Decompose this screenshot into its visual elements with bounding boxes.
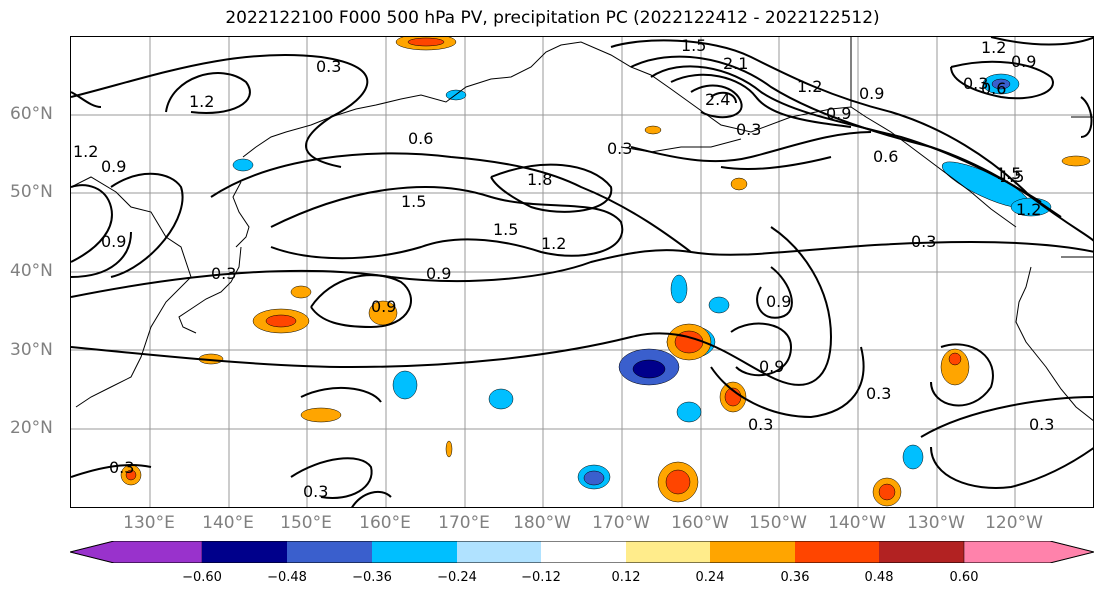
contour-label: 0.9 — [371, 297, 396, 316]
colorbar-segment — [457, 541, 541, 563]
map-canvas: 0.3 1.2 0.6 0.3 1.5 2.1 2.4 1.2 0.9 0.3 … — [71, 37, 1093, 507]
map-title: 2022122100 F000 500 hPa PV, precipitatio… — [225, 8, 880, 28]
contour-label: 1.5 — [493, 220, 518, 239]
contour-label: 0.6 — [981, 79, 1006, 98]
contour-label: 1.2 — [1016, 200, 1041, 219]
contour-label: 1.2 — [981, 38, 1006, 57]
lon-label-160e: 160°E — [359, 513, 411, 533]
lat-label-50n: 50°N — [10, 182, 53, 202]
colorbar-segment — [963, 541, 1094, 563]
lat-label-40n: 40°N — [10, 261, 53, 281]
contour-label: 1.8 — [527, 170, 552, 189]
contour-label: 1.2 — [541, 234, 566, 253]
contour-label: 0.3 — [109, 458, 134, 477]
contour-label: 0.3 — [736, 120, 761, 139]
pv-contours — [71, 37, 1093, 507]
contour-label: 0.9 — [426, 264, 451, 283]
colorbar-tick: −0.48 — [267, 570, 307, 585]
colorbar-tick: −0.24 — [437, 570, 477, 585]
lon-label-140e: 140°E — [202, 513, 254, 533]
colorbar-tick: 0.12 — [611, 570, 641, 585]
colorbar — [70, 541, 1094, 563]
lon-label-120w: 120°W — [985, 513, 1043, 533]
contour-label: 0.6 — [408, 129, 433, 148]
contour-label: 1.2 — [797, 77, 822, 96]
contour-label: 1.5 — [401, 192, 426, 211]
lat-label-60n: 60°N — [10, 104, 53, 124]
contour-label: 1.2 — [73, 142, 98, 161]
contour-label: 0.9 — [1011, 52, 1036, 71]
contour-label: 0.3 — [911, 232, 936, 251]
lat-label-20n: 20°N — [10, 418, 53, 438]
contour-label: 0.3 — [211, 264, 236, 283]
lon-label-170w: 170°W — [592, 513, 650, 533]
lon-label-160w: 160°W — [671, 513, 729, 533]
contour-label: 2.1 — [723, 54, 748, 73]
contour-label: 1.5 — [996, 164, 1021, 183]
lon-label-170e: 170°E — [438, 513, 490, 533]
colorbar-segment — [626, 541, 710, 563]
lon-label-130w: 130°W — [907, 513, 965, 533]
contour-label: 1.5 — [999, 167, 1024, 186]
contour-label: 0.9 — [859, 84, 884, 103]
lon-label-150e: 150°E — [280, 513, 332, 533]
colorbar-segment — [879, 541, 964, 563]
contour-label: 0.9 — [101, 157, 126, 176]
contour-label: 0.9 — [101, 232, 126, 251]
lat-label-30n: 30°N — [10, 340, 53, 360]
lon-label-140w: 140°W — [828, 513, 886, 533]
colorbar-tick: 0.36 — [780, 570, 810, 585]
contour-label: 0.3 — [1029, 415, 1054, 434]
contour-label: 2.4 — [705, 90, 730, 109]
lon-label-130e: 130°E — [123, 513, 175, 533]
map-panel: 0.3 1.2 0.6 0.3 1.5 2.1 2.4 1.2 0.9 0.3 … — [70, 36, 1094, 508]
contour-label: 0.9 — [826, 104, 851, 123]
contour-label: 0.3 — [607, 139, 632, 158]
lon-label-180w: 180°W — [513, 513, 571, 533]
colorbar-tick: −0.60 — [182, 570, 222, 585]
colorbar-segment — [710, 541, 795, 563]
contour-label: 0.9 — [759, 357, 784, 376]
contour-label: 1.2 — [189, 92, 214, 111]
contour-label: 0.6 — [873, 147, 898, 166]
lon-label-150w: 150°W — [749, 513, 807, 533]
contour-label: 0.3 — [866, 384, 891, 403]
colorbar-tick: −0.12 — [521, 570, 561, 585]
colorbar-segment — [372, 541, 457, 563]
colorbar-segment — [70, 541, 203, 563]
precipitation-shading — [120, 37, 1091, 507]
contour-label-group: 0.3 1.2 0.6 0.3 1.5 2.1 2.4 1.2 0.9 0.3 … — [73, 37, 1054, 501]
coastlines — [71, 37, 1093, 422]
contour-label: 0.3 — [303, 482, 328, 501]
contour-label: 0.3 — [748, 415, 773, 434]
colorbar-tick: 0.60 — [949, 570, 979, 585]
colorbar-segment — [202, 541, 287, 563]
colorbar-segment — [287, 541, 372, 563]
contour-label: 0.3 — [963, 74, 988, 93]
colorbar-tick: 0.48 — [864, 570, 894, 585]
colorbar-segment — [541, 541, 626, 563]
contour-label: 1.5 — [681, 37, 706, 55]
contour-label: 0.9 — [766, 292, 791, 311]
contour-label: 0.3 — [316, 57, 341, 76]
colorbar-tick: −0.36 — [352, 570, 392, 585]
colorbar-tick: 0.24 — [695, 570, 725, 585]
colorbar-segment — [795, 541, 879, 563]
